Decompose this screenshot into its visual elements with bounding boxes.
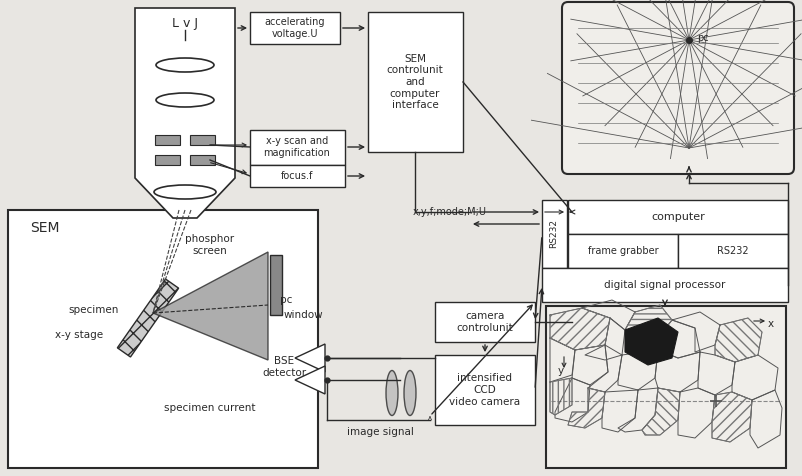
FancyBboxPatch shape: [368, 12, 463, 152]
FancyBboxPatch shape: [542, 268, 788, 302]
Text: specimen: specimen: [68, 305, 119, 315]
Polygon shape: [153, 252, 268, 360]
FancyBboxPatch shape: [270, 255, 282, 315]
Text: accelerating
voltage.U: accelerating voltage.U: [265, 17, 326, 39]
Text: image signal: image signal: [346, 427, 414, 437]
Text: intensified
CCD
video camera: intensified CCD video camera: [449, 373, 520, 407]
Polygon shape: [295, 366, 325, 394]
FancyBboxPatch shape: [546, 306, 786, 468]
Polygon shape: [135, 8, 235, 218]
Ellipse shape: [386, 370, 398, 416]
Text: RS232: RS232: [549, 219, 558, 248]
FancyBboxPatch shape: [568, 234, 678, 268]
Text: pc: pc: [280, 295, 293, 305]
FancyBboxPatch shape: [678, 234, 788, 268]
Text: focus.f: focus.f: [281, 171, 314, 181]
Text: camera
controlunit: camera controlunit: [456, 311, 513, 333]
Text: window: window: [284, 310, 324, 320]
Text: specimen current: specimen current: [164, 403, 256, 413]
Text: pc: pc: [697, 33, 709, 43]
Ellipse shape: [404, 370, 416, 416]
Text: x-y scan and
magnification: x-y scan and magnification: [264, 136, 330, 158]
Text: x,y,f;mode;M;U: x,y,f;mode;M;U: [413, 207, 487, 217]
FancyBboxPatch shape: [250, 130, 345, 165]
Text: RS232: RS232: [717, 246, 749, 256]
FancyBboxPatch shape: [250, 165, 345, 187]
FancyBboxPatch shape: [562, 2, 794, 174]
FancyBboxPatch shape: [542, 200, 567, 268]
Text: digital signal processor: digital signal processor: [605, 280, 726, 290]
Polygon shape: [625, 318, 678, 365]
Text: computer: computer: [651, 212, 705, 222]
Polygon shape: [117, 279, 179, 357]
Text: L v J: L v J: [172, 18, 198, 30]
FancyBboxPatch shape: [568, 200, 788, 234]
FancyBboxPatch shape: [190, 135, 215, 145]
FancyBboxPatch shape: [8, 210, 318, 468]
Text: x: x: [768, 319, 774, 329]
Text: x-y stage: x-y stage: [55, 330, 103, 340]
FancyBboxPatch shape: [155, 135, 180, 145]
Text: SEM: SEM: [30, 221, 59, 235]
Polygon shape: [295, 344, 325, 372]
FancyBboxPatch shape: [435, 302, 535, 342]
FancyBboxPatch shape: [435, 355, 535, 425]
Text: phosphor
screen: phosphor screen: [185, 234, 234, 256]
FancyBboxPatch shape: [155, 155, 180, 165]
Text: y: y: [558, 366, 564, 376]
Text: BSE
detector: BSE detector: [262, 356, 306, 378]
FancyBboxPatch shape: [250, 12, 340, 44]
Text: SEM
controlunit
and
computer
interface: SEM controlunit and computer interface: [387, 54, 444, 110]
Text: frame grabber: frame grabber: [588, 246, 658, 256]
FancyBboxPatch shape: [190, 155, 215, 165]
